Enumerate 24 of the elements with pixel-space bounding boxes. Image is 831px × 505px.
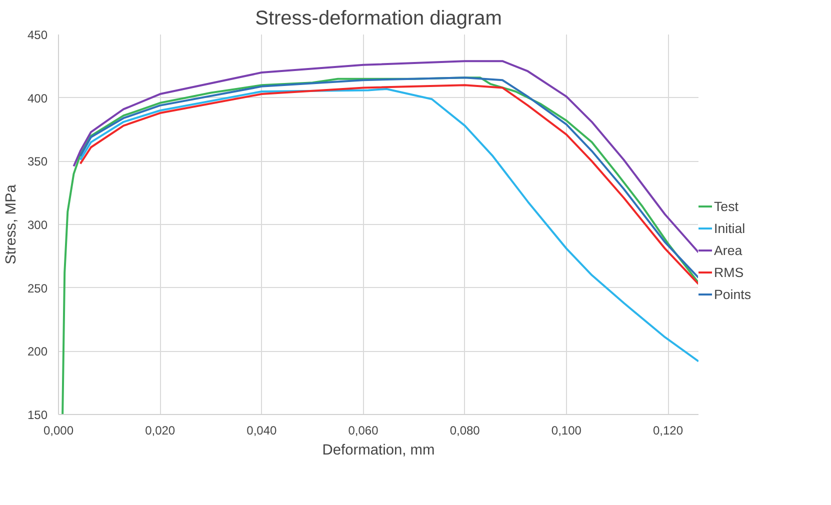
line-series (62, 76, 698, 414)
x-tick-label: 0,080 (450, 424, 480, 438)
legend-label: Area (714, 242, 742, 258)
x-tick-label: 0,040 (246, 424, 278, 438)
y-tick-label: 150 (27, 408, 48, 422)
y-tick-label: 300 (27, 218, 48, 232)
y-tick-label: 200 (27, 344, 48, 359)
legend-label: Points (714, 286, 752, 302)
line-series (79, 88, 698, 362)
x-tick-label: 0,100 (551, 424, 582, 438)
y-tick-label: 350 (27, 154, 48, 169)
x-tick-label: 0,060 (348, 424, 379, 438)
x-tick-label: 0,020 (145, 424, 176, 438)
x-tick-label: 0,120 (653, 424, 684, 438)
legend-label: Initial (714, 220, 746, 236)
legend-label: RMS (714, 264, 744, 280)
y-tick-label: 250 (27, 281, 48, 296)
y-axis-title: Stress, MPa (3, 184, 20, 264)
chart-title: Stress-deformation diagram (255, 8, 502, 30)
y-tick-label: 450 (27, 28, 48, 42)
x-tick-label: 0,000 (43, 424, 74, 438)
x-axis-title: Deformation, mm (322, 442, 435, 458)
y-tick-label: 400 (27, 91, 48, 106)
legend-label: Test (714, 198, 738, 214)
